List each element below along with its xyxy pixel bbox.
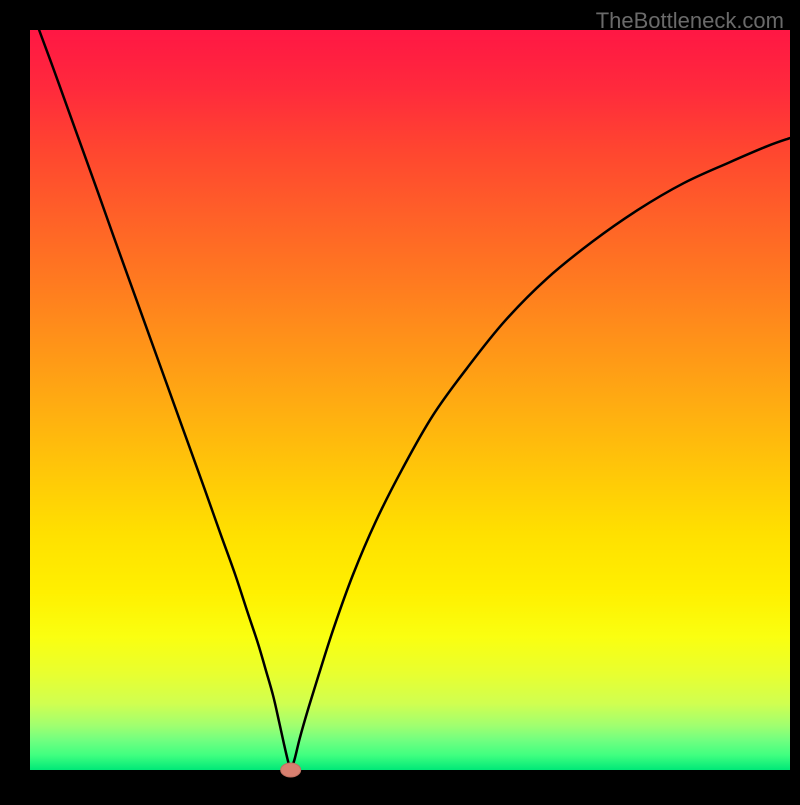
plot-background-gradient (30, 30, 790, 770)
watermark-text: TheBottleneck.com (596, 8, 784, 34)
bottleneck-chart (0, 0, 800, 800)
minimum-marker (281, 763, 301, 777)
chart-svg (0, 0, 800, 800)
